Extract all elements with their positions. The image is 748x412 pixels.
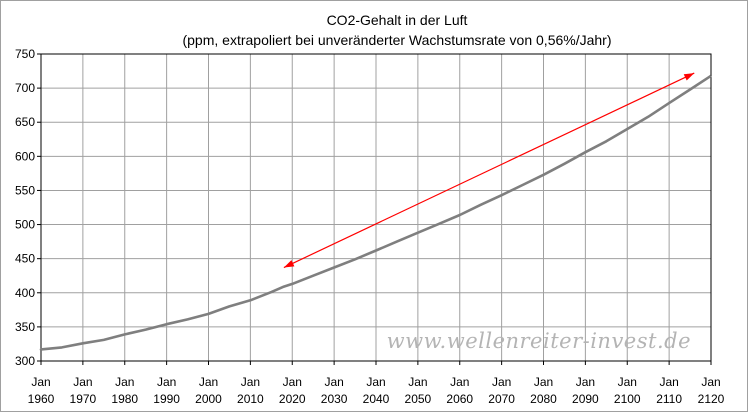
y-tick-label: 350 <box>15 320 35 334</box>
series-group <box>39 74 712 351</box>
y-tick-label: 300 <box>15 354 35 368</box>
x-tick-year: 2020 <box>279 392 306 406</box>
y-tick-label: 750 <box>15 47 35 61</box>
y-tick-label: 400 <box>15 286 35 300</box>
x-tick-year: 2060 <box>446 392 473 406</box>
watermark: www.wellenreiter-invest.de <box>387 329 691 353</box>
annotation-group <box>283 72 695 269</box>
x-tick-month: Jan <box>73 375 92 389</box>
x-tick-month: Jan <box>366 375 385 389</box>
x-tick-month: Jan <box>408 375 427 389</box>
x-tick-month: Jan <box>241 375 260 389</box>
y-axis-ticks: 300 350 400 450 500 550 600 650 700 750 <box>15 47 41 368</box>
x-tick-month: Jan <box>618 375 637 389</box>
arrow-head <box>683 73 695 81</box>
x-tick-month: Jan <box>157 375 176 389</box>
x-tick-month: Jan <box>576 375 595 389</box>
x-axis-ticks: Jan 1960 Jan 1970 Jan 1980 Jan 1990 Jan 2000 Jan 20… <box>28 361 725 406</box>
series-line <box>39 74 712 351</box>
x-tick-year: 2010 <box>237 392 264 406</box>
x-tick-year: 2050 <box>405 392 432 406</box>
x-tick-month: Jan <box>659 375 678 389</box>
x-tick-year: 1960 <box>28 392 55 406</box>
x-tick-year: 2110 <box>656 392 682 406</box>
x-tick-month: Jan <box>324 375 343 389</box>
chart-subtitle: (ppm, extrapoliert bei unveränderter Wac… <box>182 32 611 48</box>
x-tick-month: Jan <box>31 375 50 389</box>
y-tick-label: 550 <box>15 183 35 197</box>
x-tick-month: Jan <box>492 375 511 389</box>
x-tick-month: Jan <box>701 375 720 389</box>
x-tick-year: 2090 <box>572 392 599 406</box>
x-tick-year: 2000 <box>195 392 222 406</box>
y-tick-label: 650 <box>15 115 35 129</box>
x-tick-year: 2040 <box>363 392 390 406</box>
x-tick-month: Jan <box>283 375 302 389</box>
y-tick-label: 450 <box>15 252 35 266</box>
x-tick-year: 2070 <box>488 392 515 406</box>
y-tick-label: 500 <box>15 218 35 232</box>
x-tick-year: 1970 <box>70 392 97 406</box>
y-tick-label: 600 <box>15 149 35 163</box>
grid-lines <box>41 54 711 361</box>
arrow-line <box>283 72 695 269</box>
x-tick-year: 2100 <box>614 392 641 406</box>
x-tick-month: Jan <box>534 375 553 389</box>
arrow-head <box>283 260 295 268</box>
x-tick-year: 1980 <box>111 392 138 406</box>
x-tick-year: 1990 <box>153 392 180 406</box>
y-tick-label: 700 <box>15 81 35 95</box>
x-tick-month: Jan <box>450 375 469 389</box>
x-tick-year: 2120 <box>698 392 725 406</box>
x-tick-month: Jan <box>199 375 218 389</box>
x-tick-year: 2030 <box>321 392 348 406</box>
x-tick-year: 2080 <box>530 392 557 406</box>
x-tick-month: Jan <box>115 375 134 389</box>
chart-title: CO2-Gehalt in der Luft <box>327 12 468 28</box>
